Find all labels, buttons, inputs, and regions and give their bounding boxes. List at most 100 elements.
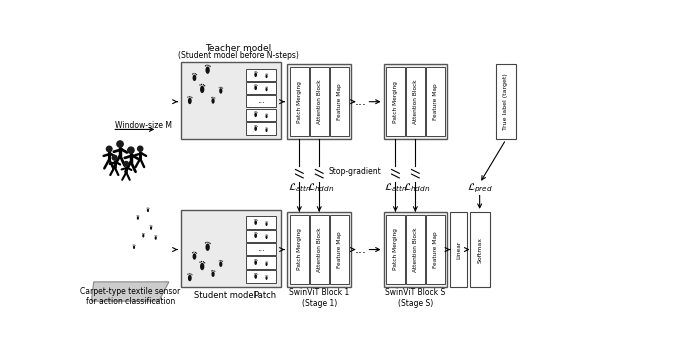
Text: $\mathcal{L}_{attn}$: $\mathcal{L}_{attn}$ — [288, 181, 311, 194]
Bar — [309, 67, 329, 136]
Text: Stop-gradient: Stop-gradient — [328, 167, 382, 176]
Bar — [470, 212, 490, 287]
Ellipse shape — [193, 253, 196, 260]
Text: Softmax: Softmax — [477, 237, 482, 263]
Ellipse shape — [254, 273, 255, 274]
Bar — [406, 215, 425, 284]
Ellipse shape — [222, 87, 223, 89]
Ellipse shape — [265, 75, 267, 78]
Ellipse shape — [265, 222, 267, 226]
Circle shape — [106, 145, 113, 152]
Ellipse shape — [219, 88, 223, 94]
Ellipse shape — [195, 73, 196, 75]
Text: Patch: Patch — [253, 291, 276, 300]
Ellipse shape — [218, 260, 220, 262]
Text: ...: ... — [257, 244, 265, 253]
Bar — [309, 215, 329, 284]
Ellipse shape — [265, 262, 267, 266]
Ellipse shape — [201, 261, 202, 262]
Bar — [384, 64, 447, 139]
Ellipse shape — [254, 85, 255, 86]
Text: SwinViT Block S
(Stage S): SwinViT Block S (Stage S) — [385, 288, 445, 308]
Ellipse shape — [265, 87, 267, 91]
Ellipse shape — [142, 234, 144, 238]
Text: Patch Merging: Patch Merging — [393, 81, 398, 122]
Ellipse shape — [265, 235, 267, 239]
Ellipse shape — [192, 73, 193, 75]
Text: ...: ... — [257, 96, 265, 105]
Ellipse shape — [257, 233, 258, 234]
Text: Feature Map: Feature Map — [433, 231, 438, 268]
Bar — [246, 109, 276, 121]
Bar — [288, 64, 351, 139]
Circle shape — [111, 155, 118, 161]
Bar — [386, 215, 405, 284]
Ellipse shape — [206, 65, 208, 66]
Text: Linear: Linear — [456, 240, 461, 259]
Ellipse shape — [254, 274, 257, 279]
Ellipse shape — [201, 84, 202, 85]
Ellipse shape — [218, 87, 220, 88]
Ellipse shape — [203, 261, 204, 263]
Ellipse shape — [209, 243, 211, 244]
Text: Student model: Student model — [194, 291, 256, 300]
Bar — [246, 270, 276, 283]
Ellipse shape — [205, 242, 206, 244]
Ellipse shape — [189, 96, 190, 97]
Ellipse shape — [257, 72, 258, 73]
Bar — [246, 256, 276, 269]
Text: Patch Merging: Patch Merging — [297, 81, 302, 122]
Bar — [181, 62, 281, 139]
Ellipse shape — [254, 73, 257, 77]
Ellipse shape — [222, 261, 223, 262]
Text: Feature Map: Feature Map — [433, 83, 438, 120]
Ellipse shape — [211, 270, 212, 271]
Ellipse shape — [200, 86, 204, 93]
Circle shape — [127, 146, 135, 154]
Ellipse shape — [199, 261, 201, 263]
Text: (Student model before N-steps): (Student model before N-steps) — [178, 51, 299, 60]
Bar — [246, 82, 276, 94]
Text: Carpet-type textile sensor
for action classification: Carpet-type textile sensor for action cl… — [80, 287, 181, 306]
Ellipse shape — [193, 252, 195, 253]
Text: ...: ... — [354, 95, 366, 108]
Bar — [246, 243, 276, 255]
Bar — [290, 215, 309, 284]
Ellipse shape — [190, 273, 191, 275]
Ellipse shape — [256, 273, 257, 274]
Ellipse shape — [254, 71, 255, 73]
Circle shape — [137, 145, 144, 152]
Ellipse shape — [257, 260, 258, 261]
Ellipse shape — [208, 65, 209, 66]
Ellipse shape — [254, 260, 257, 265]
Ellipse shape — [254, 112, 257, 117]
Circle shape — [116, 140, 124, 148]
Text: Patch Merging: Patch Merging — [393, 229, 398, 270]
Ellipse shape — [256, 125, 257, 126]
Bar — [330, 215, 349, 284]
Text: $\mathcal{L}_{pred}$: $\mathcal{L}_{pred}$ — [467, 181, 493, 195]
Ellipse shape — [256, 232, 257, 233]
Ellipse shape — [192, 252, 193, 253]
Bar — [384, 212, 447, 287]
Text: Patch Merging: Patch Merging — [297, 229, 302, 270]
Bar — [246, 229, 276, 242]
Text: Window-size M: Window-size M — [115, 121, 172, 130]
Text: $\mathcal{L}_{hddn}$: $\mathcal{L}_{hddn}$ — [307, 181, 335, 194]
Ellipse shape — [155, 236, 157, 240]
Ellipse shape — [256, 111, 257, 112]
Ellipse shape — [204, 85, 205, 86]
Ellipse shape — [200, 263, 204, 270]
Ellipse shape — [265, 128, 267, 132]
Text: Attention Block: Attention Block — [316, 79, 322, 124]
Ellipse shape — [257, 220, 258, 221]
Ellipse shape — [254, 220, 257, 225]
Ellipse shape — [257, 112, 258, 113]
Ellipse shape — [254, 85, 257, 90]
Ellipse shape — [199, 84, 201, 86]
Ellipse shape — [211, 271, 215, 277]
Ellipse shape — [147, 209, 149, 212]
Text: Feature Map: Feature Map — [337, 83, 342, 120]
Text: Feature Map: Feature Map — [337, 231, 342, 268]
Text: Attention Block: Attention Block — [316, 227, 322, 272]
